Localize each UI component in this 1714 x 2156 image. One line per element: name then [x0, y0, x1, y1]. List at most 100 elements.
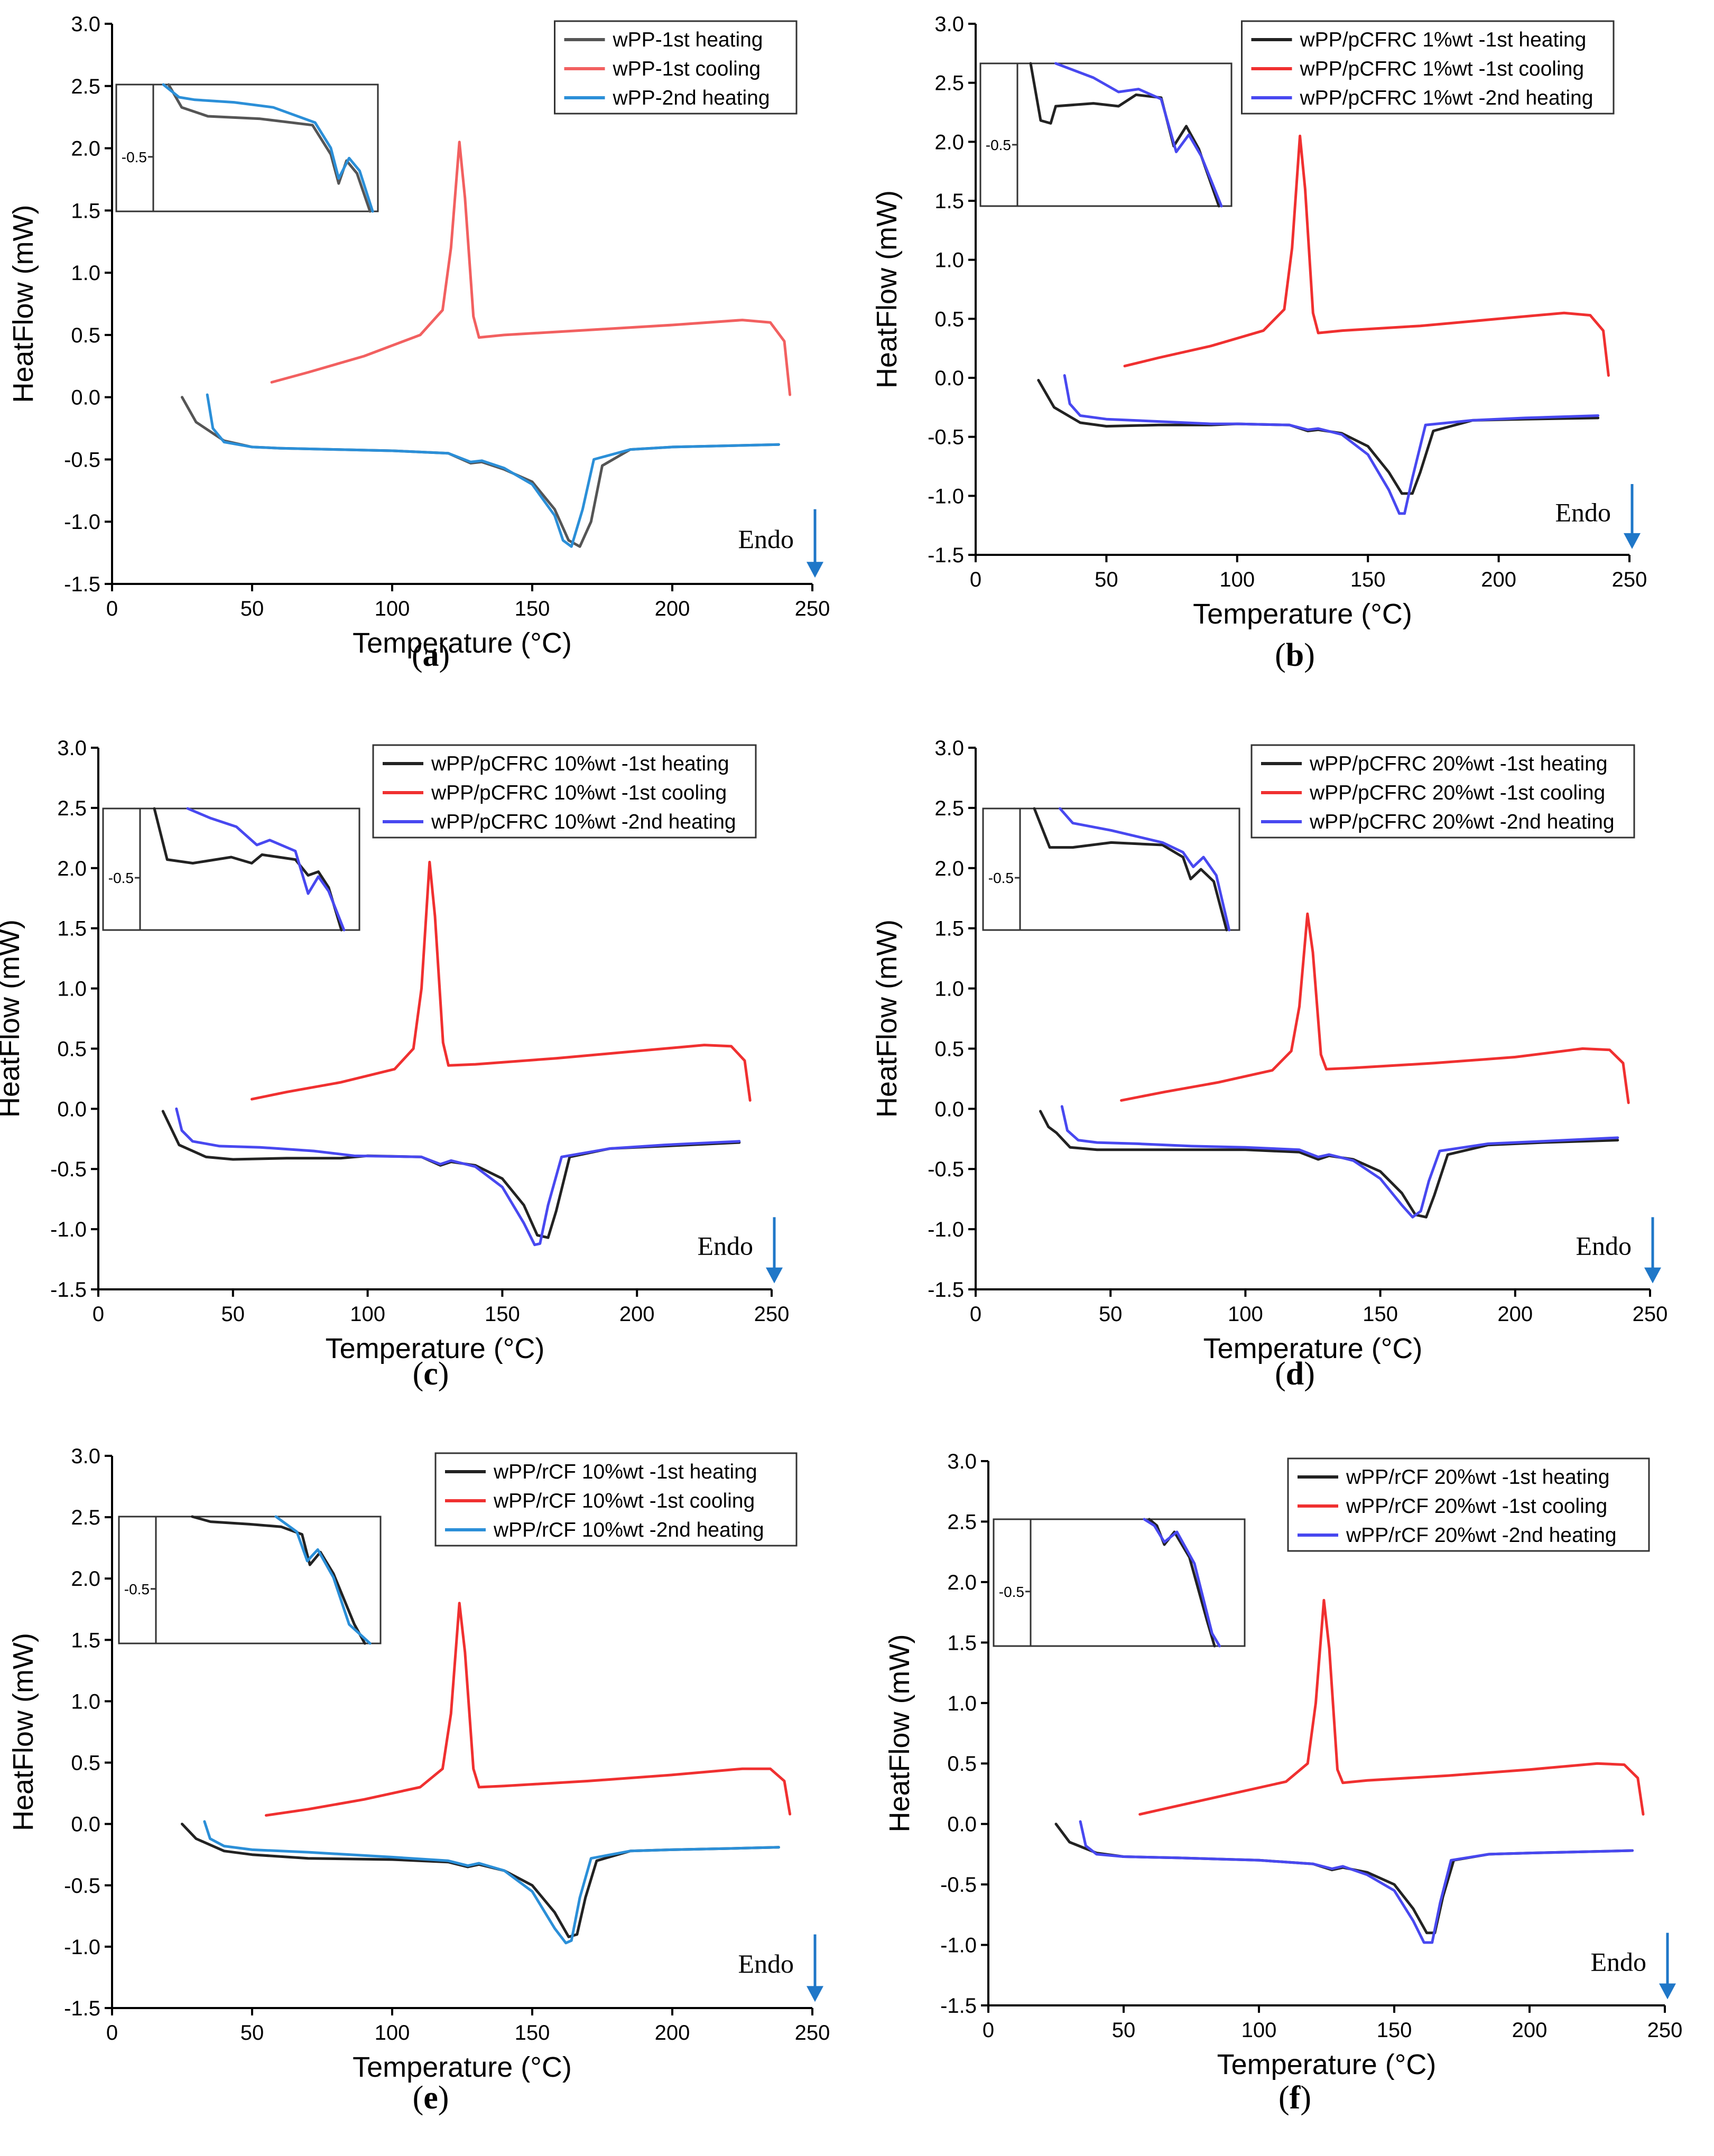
- panel-label: (e): [413, 2080, 449, 2116]
- x-tick-label: 150: [1350, 568, 1386, 591]
- x-tick-label: 50: [240, 2021, 264, 2045]
- x-tick-label: 0: [970, 1303, 981, 1326]
- series-line-1: [1039, 1110, 1619, 1219]
- y-tick-label: 3.0: [934, 13, 964, 36]
- x-tick-label: 50: [221, 1303, 245, 1326]
- inset-tick-label: -0.5: [999, 1584, 1024, 1600]
- endo-arrow-icon: [1644, 1267, 1661, 1284]
- series-line-2: [1120, 912, 1630, 1104]
- y-tick-label: 1.5: [57, 917, 87, 941]
- legend-entry: wPP/pCFRC 10%wt -1st cooling: [431, 782, 727, 804]
- x-tick-label: 200: [1512, 2019, 1548, 2042]
- inset: -0.5: [118, 1515, 382, 1645]
- legend-entry: wPP/rCF 10%wt -1st cooling: [493, 1490, 755, 1512]
- x-axis-title: Temperature (°C): [1203, 1333, 1423, 1364]
- y-tick-label: 2.0: [934, 857, 964, 880]
- endo-label: Endo: [1590, 1947, 1646, 1976]
- inset-curve: [274, 1515, 372, 1645]
- x-tick-label: 100: [1219, 568, 1255, 591]
- y-tick-label: 0.0: [71, 1813, 100, 1836]
- inset-box: [982, 807, 1240, 931]
- x-axis-title: Temperature (°C): [326, 1333, 545, 1364]
- y-tick-label: 1.5: [71, 199, 100, 222]
- y-tick-label: 1.0: [934, 978, 964, 1001]
- y-tick-label: 1.0: [947, 1692, 977, 1715]
- inset-curve: [1029, 62, 1220, 208]
- x-tick-label: 100: [350, 1303, 385, 1326]
- y-tick-label: 2.0: [71, 1567, 100, 1591]
- y-tick-label: -1.0: [940, 1934, 977, 1957]
- x-tick-label: 200: [655, 2021, 690, 2045]
- x-tick-label: 250: [1647, 2019, 1683, 2042]
- y-tick-label: 1.5: [71, 1629, 100, 1652]
- y-tick-label: 0.5: [934, 1037, 964, 1061]
- x-tick-label: 150: [485, 1303, 520, 1326]
- chart-panel-b: -1.5 -1.0 -0.5 0.0 0.5 1.0 1.5 2.0 2.5 3.0 0 50 100 1…: [871, 13, 1647, 630]
- legend-entry: wPP/pCFRC 1%wt -1st heating: [1300, 29, 1587, 51]
- x-tick-label: 100: [1228, 1303, 1263, 1326]
- y-tick-label: 0.0: [947, 1813, 977, 1836]
- inset-box: [102, 807, 360, 931]
- x-tick-label: 250: [754, 1303, 790, 1326]
- x-tick-label: 50: [1095, 568, 1118, 591]
- legend-box: [434, 1452, 798, 1547]
- y-tick-label: 1.0: [934, 249, 964, 272]
- y-tick-label: 1.0: [57, 978, 87, 1001]
- endo-arrow-icon: [766, 1267, 783, 1284]
- inset-curve: [1033, 807, 1228, 932]
- y-axis-title: HeatFlow (mW): [884, 1634, 915, 1833]
- legend-entry: wPP/pCFRC 20%wt -2nd heating: [1309, 811, 1615, 833]
- legend-entry: wPP/rCF 20%wt -2nd heating: [1346, 1524, 1617, 1547]
- inset-tick-label: -0.5: [988, 870, 1014, 886]
- legend-entry: wPP/pCFRC 20%wt -1st heating: [1309, 752, 1608, 775]
- x-tick-label: 200: [1481, 568, 1516, 591]
- y-tick-label: 2.5: [71, 75, 100, 98]
- y-tick-label: -1.0: [50, 1218, 87, 1241]
- legend: wPP-1st heating wPP-1st cooling wPP-2nd he…: [554, 20, 798, 115]
- y-tick-label: 1.5: [934, 190, 964, 213]
- y-axis-title: HeatFlow (mW): [871, 919, 903, 1118]
- y-tick-label: -1.0: [64, 510, 100, 534]
- y-tick-label: 2.0: [947, 1571, 977, 1594]
- inset-tick-label: -0.5: [986, 137, 1011, 153]
- legend-box: [1250, 744, 1635, 839]
- legend-entry: wPP/rCF 20%wt -1st cooling: [1346, 1495, 1607, 1518]
- y-tick-label: 3.0: [934, 737, 964, 760]
- y-axis-title: HeatFlow (mW): [871, 190, 903, 388]
- endo-label: Endo: [1576, 1231, 1632, 1261]
- y-tick-label: -1.5: [928, 1278, 964, 1302]
- x-tick-label: 0: [983, 2019, 994, 2042]
- y-tick-label: 2.5: [934, 72, 964, 95]
- panel-label: (b): [1275, 637, 1315, 673]
- y-tick-label: 0.5: [934, 308, 964, 331]
- inset-box: [993, 1518, 1246, 1647]
- series-line-2: [270, 141, 792, 396]
- endo-label: Endo: [738, 524, 794, 554]
- y-tick-label: 1.0: [71, 1690, 100, 1713]
- chart-panel-a: -1.5 -1.0 -0.5 0.0 0.5 1.0 1.5 2.0 2.5 3.0 0 50 100 1…: [7, 13, 830, 659]
- y-tick-label: 3.0: [57, 737, 87, 760]
- x-tick-label: 150: [1377, 2019, 1412, 2042]
- endo-arrow-icon: [807, 562, 823, 578]
- x-tick-label: 0: [92, 1303, 104, 1326]
- panel-label: (f): [1278, 2080, 1311, 2116]
- x-tick-label: 50: [1112, 2019, 1136, 2042]
- y-tick-label: -1.5: [64, 573, 100, 596]
- x-tick-label: 250: [1612, 568, 1647, 591]
- series-line-2: [1138, 1599, 1645, 1816]
- series-line-1: [1037, 379, 1600, 495]
- x-tick-label: 150: [1363, 1303, 1398, 1326]
- x-tick-label: 50: [240, 597, 264, 620]
- inset-tick-label: -0.5: [122, 149, 147, 165]
- inset-curve: [1143, 1518, 1221, 1648]
- y-tick-label: -1.5: [940, 1994, 977, 2018]
- y-tick-label: 0.0: [934, 1098, 964, 1121]
- series-line-1: [181, 396, 780, 548]
- y-tick-label: -1.0: [64, 1936, 100, 1959]
- series-line-3: [203, 1820, 780, 1945]
- series-line-2: [265, 1602, 792, 1817]
- y-tick-label: -1.0: [928, 485, 964, 508]
- legend: wPP/rCF 20%wt -1st heating wPP/rCF 20%wt …: [1287, 1457, 1650, 1552]
- y-tick-label: 2.5: [947, 1510, 977, 1534]
